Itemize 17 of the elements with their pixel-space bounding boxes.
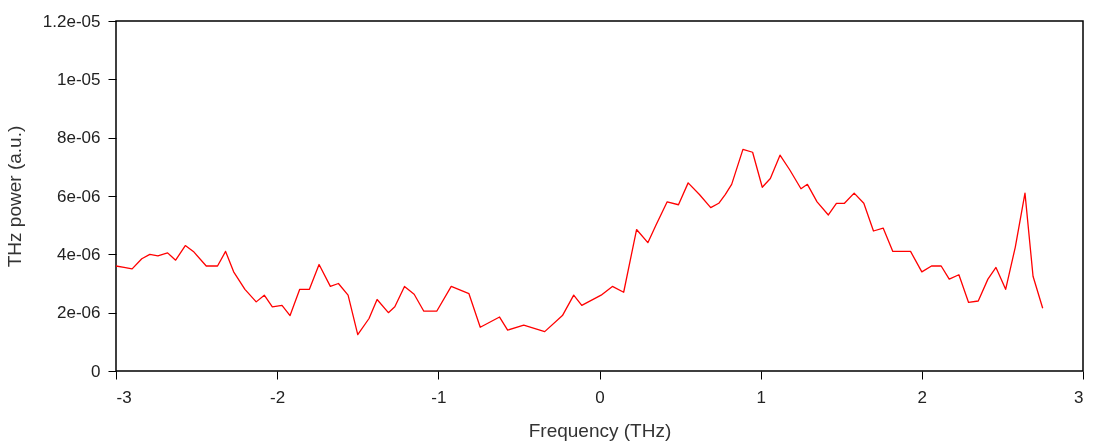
y-axis-title: THz power (a.u.) — [3, 125, 25, 268]
x-tick-label: 1 — [756, 387, 766, 407]
y-tick-label: 6e-06 — [57, 186, 101, 206]
x-tick-label: -1 — [431, 387, 447, 407]
y-tick-label: 1.2e-05 — [42, 11, 101, 31]
y-tick-label: 1e-05 — [57, 69, 101, 89]
x-axis-title: Frequency (THz) — [528, 419, 672, 441]
y-tick-label: 0 — [91, 361, 101, 381]
x-tick-label: -3 — [116, 387, 132, 407]
y-tick-label: 8e-06 — [57, 128, 101, 148]
x-tick-label: 2 — [917, 387, 928, 407]
y-tick-label: 2e-06 — [57, 303, 101, 323]
x-tick-label: 0 — [595, 387, 605, 407]
x-tick-label: -2 — [270, 387, 286, 407]
x-tick-label: 3 — [1074, 387, 1084, 407]
line-series — [115, 148, 1044, 336]
y-tick-label: 4e-06 — [57, 244, 101, 264]
